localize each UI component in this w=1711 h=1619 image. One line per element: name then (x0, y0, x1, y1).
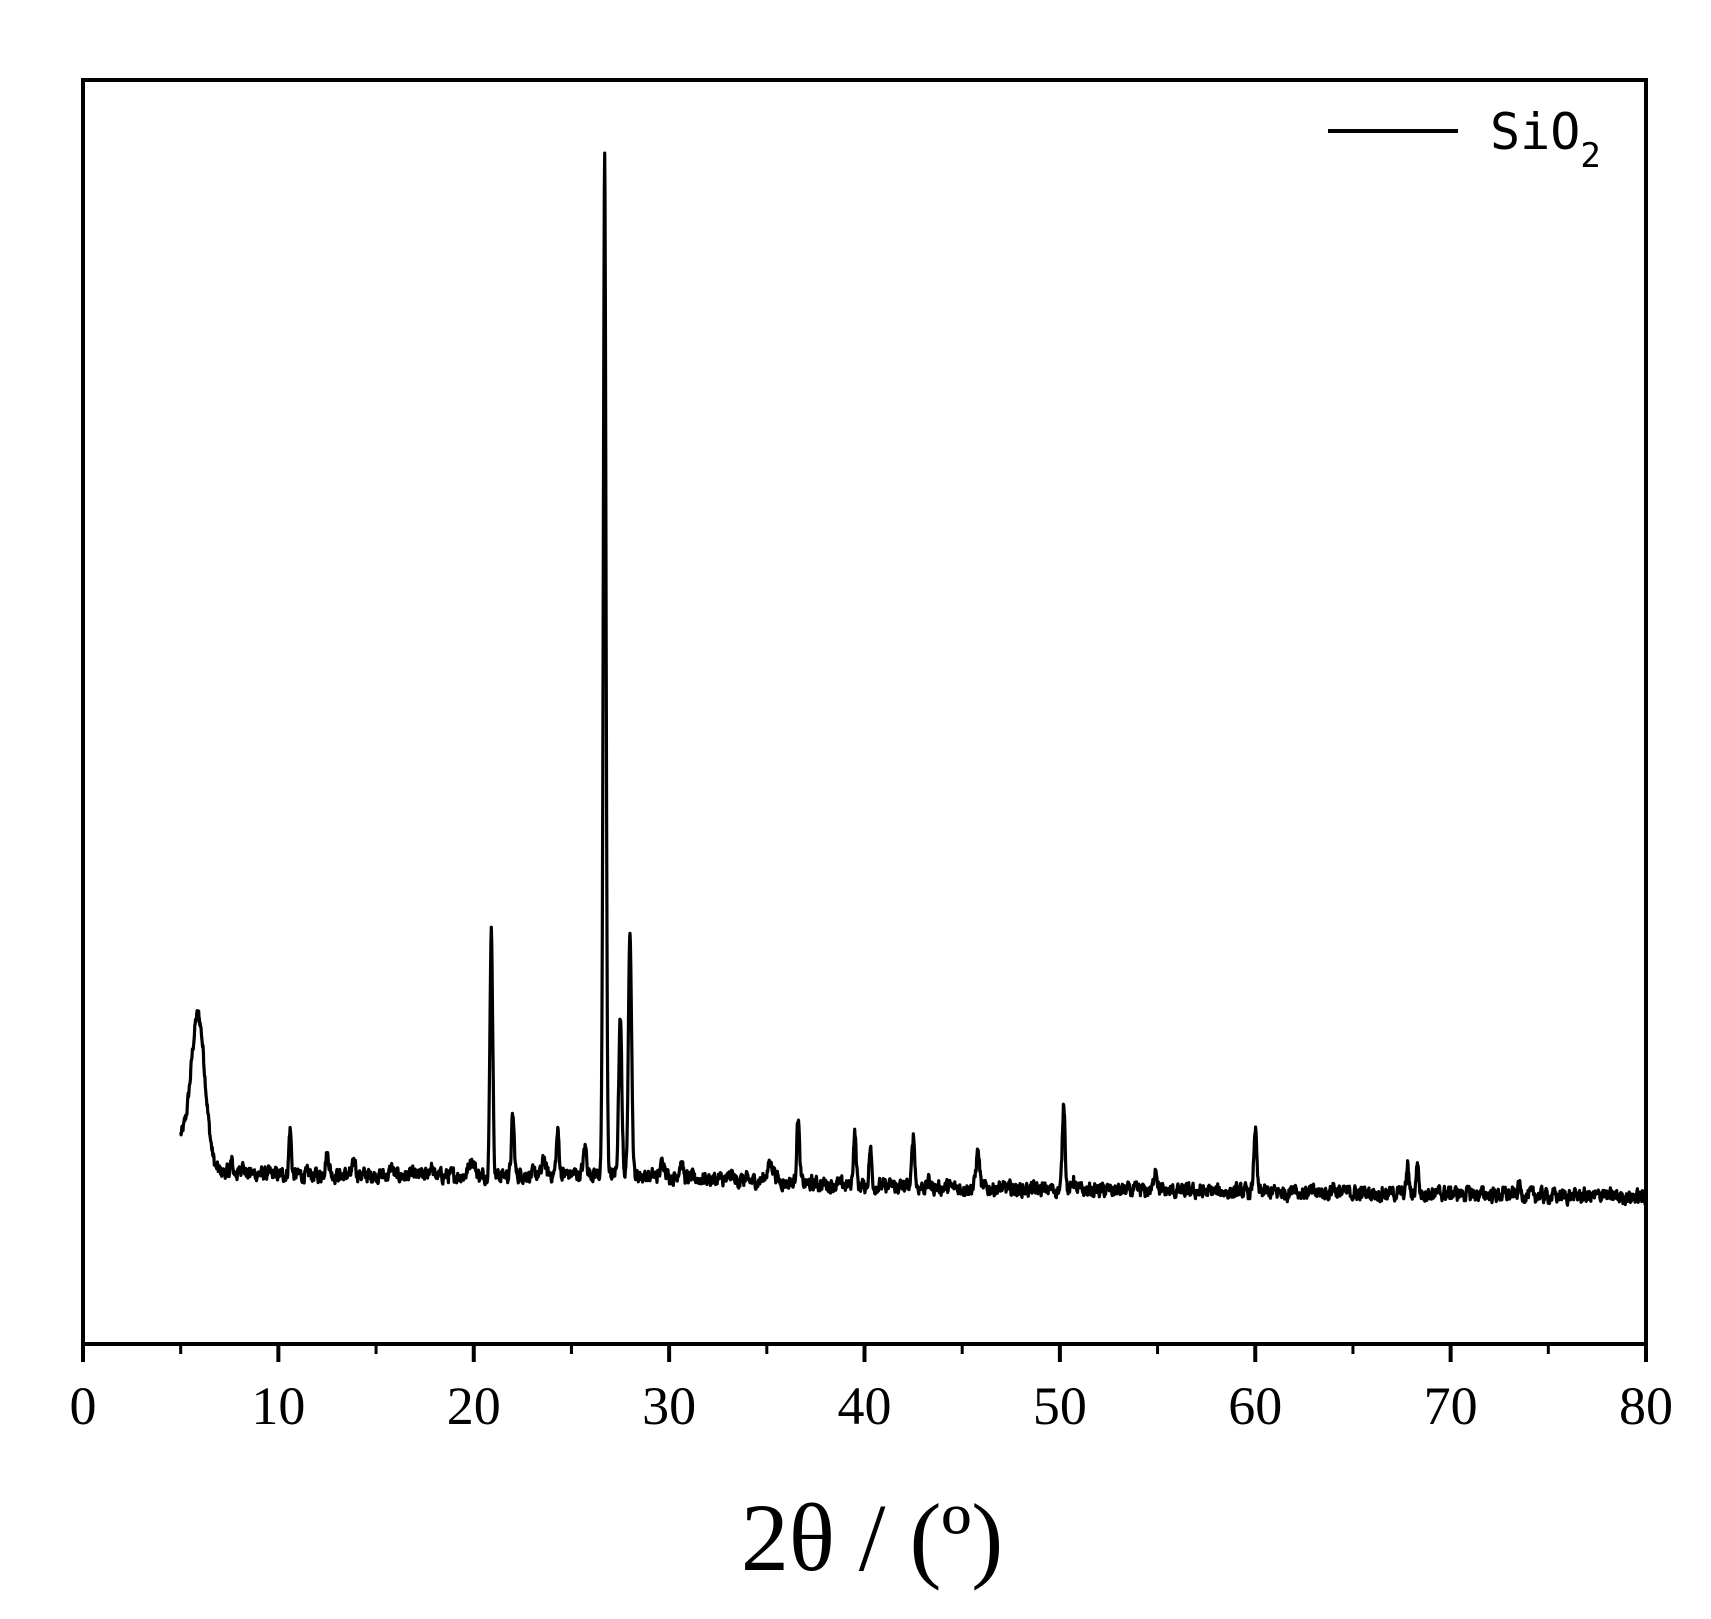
legend: SiO2 (1328, 103, 1601, 176)
x-tick-label-50: 50 (1033, 1376, 1087, 1436)
x-axis-title: 2θ / (º) (741, 1484, 1003, 1591)
plot-frame (81, 78, 1648, 1346)
sio2-series-line (179, 151, 1648, 1207)
x-tick-label-70: 70 (1424, 1376, 1478, 1436)
x-tick-label-20: 20 (447, 1376, 501, 1436)
legend-label-subscript: 2 (1580, 136, 1600, 176)
x-tick-label-60: 60 (1228, 1376, 1282, 1436)
x-tick-label-80: 80 (1619, 1376, 1673, 1436)
x-axis-tick-labels: 0 10 20 30 40 50 60 70 80 (70, 1376, 1674, 1436)
x-tick-label-30: 30 (642, 1376, 696, 1436)
legend-label-sio2: SiO2 (1490, 103, 1601, 176)
x-tick-label-10: 10 (251, 1376, 305, 1436)
legend-label-main: SiO (1490, 103, 1580, 161)
x-tick-label-0: 0 (70, 1376, 97, 1436)
x-tick-label-40: 40 (838, 1376, 892, 1436)
x-axis-ticks (81, 1344, 1648, 1362)
